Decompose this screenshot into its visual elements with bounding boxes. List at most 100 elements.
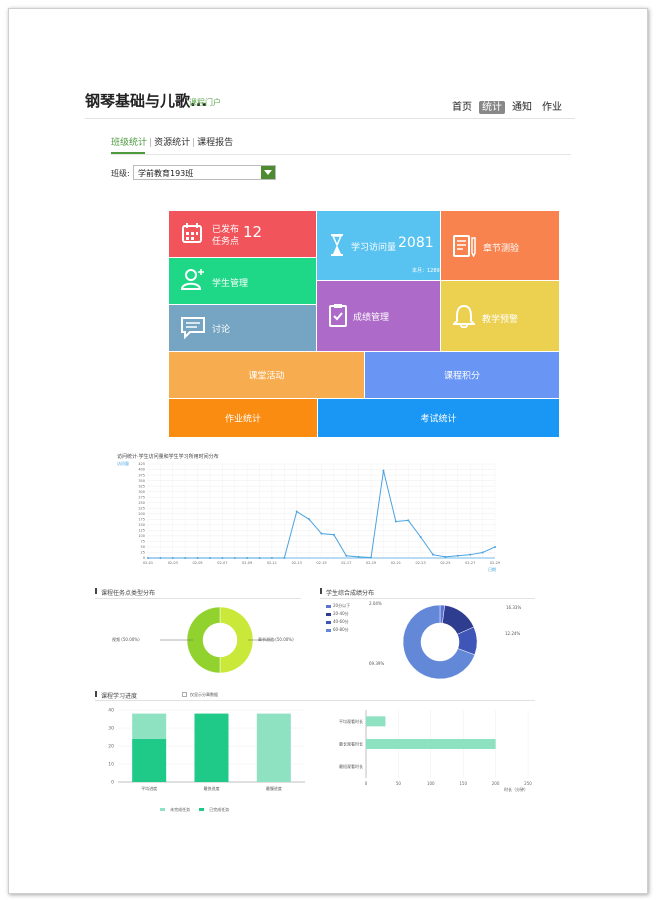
line-chart-x-unit: 日期 — [488, 567, 496, 572]
legend-complete[interactable]: 已完成任务 — [209, 807, 230, 812]
x-tick-label: 02-21 — [391, 561, 401, 565]
legend-label: 40-60分 — [333, 619, 349, 624]
x-tick-label: 200 — [492, 781, 500, 786]
legend-label: 20-40分 — [333, 611, 349, 616]
data-point — [171, 557, 174, 559]
published-tasks-count: 12 — [243, 223, 263, 241]
legend-swatch — [326, 628, 331, 632]
legend-swatch-incomplete — [160, 808, 165, 811]
tile-warning[interactable]: 教学预警 — [441, 281, 559, 351]
x-tick-label: 02-19 — [366, 561, 376, 565]
chapter-only-checkbox[interactable] — [182, 692, 187, 697]
x-category-label: 平均进度 — [141, 785, 157, 791]
tile-students[interactable]: 学生管理 — [169, 258, 316, 304]
task-type-donut — [160, 606, 275, 674]
exam-stats-label: 考试统计 — [420, 414, 457, 425]
legend-label: 20分以下 — [333, 603, 351, 608]
active-tab-indicator — [111, 152, 145, 154]
tab-course-report[interactable]: 课程报告 — [197, 138, 234, 148]
data-point — [432, 553, 435, 556]
course-portal-link[interactable]: 课程门户 — [189, 98, 221, 107]
data-point — [283, 557, 286, 559]
class-select[interactable]: 学前教育193班 — [133, 165, 276, 180]
legend-label: 60-80分 — [333, 627, 349, 632]
x-tick-label: 02-09 — [242, 561, 252, 565]
data-point — [320, 532, 323, 535]
x-tick-label: 02-17 — [341, 561, 351, 565]
warning-label: 教学预警 — [482, 315, 519, 325]
nav-homework[interactable]: 作业 — [542, 102, 562, 113]
data-point — [370, 556, 373, 559]
published-tasks-line2: 任务点 — [212, 237, 240, 247]
clipboard-check-icon — [329, 304, 347, 327]
hourglass-icon — [331, 234, 343, 256]
score-label-1: 2.04% — [369, 601, 382, 606]
chapter-test-label: 章节测验 — [483, 244, 520, 254]
x-tick-label: 0 — [365, 781, 368, 786]
task-type-label-video: 视频 (50.00%) — [112, 637, 140, 642]
visits-monthly: 本月：1289 — [412, 268, 440, 274]
data-point — [382, 469, 385, 472]
y-tick-label: 375 — [138, 473, 145, 477]
x-tick-label: 02-13 — [292, 561, 302, 565]
students-label: 学生管理 — [212, 279, 249, 289]
y-tick-label: 325 — [138, 484, 145, 488]
data-point — [345, 554, 348, 557]
bar — [256, 713, 291, 782]
section-divider — [95, 700, 535, 701]
score-donut — [402, 604, 478, 680]
section-marker — [95, 691, 97, 697]
y-tick-label: 20 — [108, 744, 114, 750]
score-legend-item[interactable]: 60-80分 — [326, 626, 350, 634]
donut-slice — [402, 604, 476, 680]
chapter-only-label: 仅显示分章数据 — [190, 692, 218, 697]
tab-resource-stats[interactable]: 资源统计 — [154, 138, 191, 148]
data-point — [332, 533, 335, 536]
nav-notice[interactable]: 通知 — [512, 102, 532, 113]
data-point — [159, 557, 162, 559]
progress-bar-chart: 0 10 20 30 40 平均进度 最快进度 最慢进度 — [108, 708, 305, 791]
x-tick-label: 02-11 — [267, 561, 277, 565]
y-tick-label: 50 — [141, 545, 145, 549]
y-tick-label: 30 — [108, 726, 114, 732]
data-point — [208, 557, 211, 559]
tile-visits[interactable]: 学习访问量 2081 本月：1289 — [317, 211, 440, 280]
line-chart-legend[interactable]: 访问量 — [117, 461, 129, 466]
tile-grades[interactable]: 成绩管理 — [317, 281, 440, 351]
tile-discussion[interactable]: 讨论 — [169, 305, 316, 351]
data-point — [246, 557, 249, 559]
y-tick-label: 0 — [143, 556, 145, 560]
score-legend-item[interactable]: 20分以下 — [326, 602, 350, 610]
x-tick-label: 02-25 — [440, 561, 450, 565]
tile-homework-stats[interactable]: 作业统计 — [169, 399, 317, 437]
course-points-label: 课程积分 — [443, 371, 480, 382]
data-point — [394, 520, 397, 523]
bar — [132, 738, 167, 782]
task-type-label-test: 章节测验 (50.00%) — [258, 637, 294, 642]
tile-course-points[interactable]: 课程积分 — [365, 352, 559, 398]
tile-chapter-test[interactable]: 章节测验 — [441, 211, 559, 280]
data-point — [419, 535, 422, 538]
nav-home[interactable]: 首页 — [452, 102, 472, 113]
nav-stats-label: 统计 — [479, 101, 505, 114]
chevron-down-icon[interactable] — [261, 166, 275, 179]
section-divider — [95, 598, 301, 599]
progress-title: 课程学习进度 — [101, 693, 138, 700]
score-legend-item[interactable]: 40-60分 — [326, 618, 350, 626]
y-tick-label: 400 — [138, 468, 145, 472]
class-select-value: 学前教育193班 — [138, 169, 194, 178]
tab-class-stats[interactable]: 班级统计 — [111, 138, 148, 148]
y-tick-label: 125 — [138, 529, 145, 533]
donut-slice — [186, 606, 221, 674]
tile-published-tasks[interactable]: 已发布 任务点 12 — [169, 211, 316, 257]
nav-stats[interactable]: 统计 — [479, 98, 505, 114]
tile-class-activity[interactable]: 课堂活动 — [169, 352, 364, 398]
y-tick-label: 25 — [141, 551, 145, 555]
x-tick-label: 250 — [524, 781, 532, 786]
legend-incomplete[interactable]: 未完成任务 — [170, 807, 191, 812]
y-tick-label: 175 — [138, 517, 145, 521]
tile-exam-stats[interactable]: 考试统计 — [318, 399, 559, 437]
score-legend-item[interactable]: 20-40分 — [326, 610, 350, 618]
grades-label: 成绩管理 — [353, 313, 390, 323]
y-tick-label: 150 — [138, 523, 145, 527]
